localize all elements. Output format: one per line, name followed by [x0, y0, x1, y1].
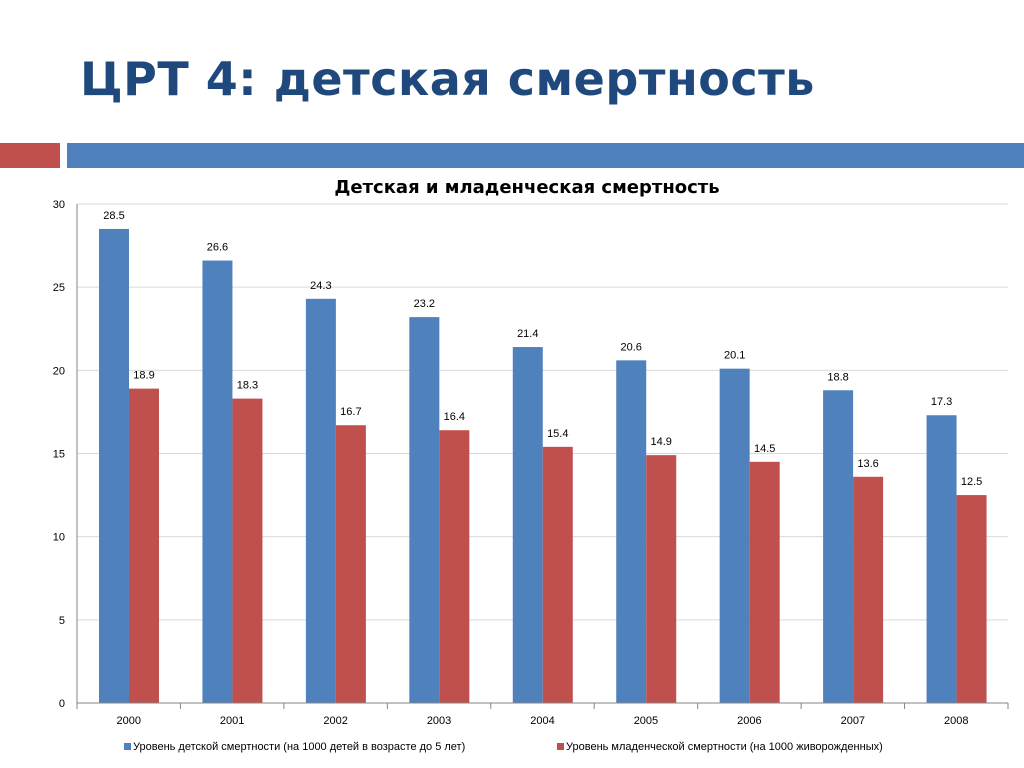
data-label: 16.7 [340, 406, 361, 418]
y-tick-label: 25 [53, 282, 65, 294]
bar-child [305, 298, 336, 703]
bar-infant [646, 455, 677, 703]
bar-child [409, 317, 440, 703]
legend-label: Уровень детской смертности (на 1000 дете… [133, 741, 465, 753]
bar-infant [439, 430, 470, 703]
bar-infant [956, 495, 987, 703]
bar-child [512, 347, 543, 703]
data-label: 18.9 [133, 370, 154, 382]
data-label: 13.6 [857, 458, 878, 470]
bar-infant [749, 461, 780, 703]
bar-child [926, 415, 957, 703]
x-tick-label: 2007 [841, 715, 865, 727]
accent-bar-red [0, 143, 60, 168]
data-label: 20.1 [724, 350, 745, 362]
bar-child [202, 260, 233, 703]
data-label: 18.8 [827, 371, 848, 383]
bar-child [719, 368, 750, 703]
x-tick-label: 2005 [634, 715, 658, 727]
y-tick-label: 30 [53, 199, 65, 211]
data-label: 14.9 [651, 436, 672, 448]
x-tick-label: 2001 [220, 715, 244, 727]
x-tick-label: 2006 [737, 715, 761, 727]
data-label: 16.4 [444, 411, 465, 423]
y-tick-label: 20 [53, 365, 65, 377]
y-tick-label: 10 [53, 532, 65, 544]
x-tick-label: 2003 [427, 715, 451, 727]
bar-child [616, 360, 647, 703]
bar-child [99, 228, 129, 703]
data-label: 28.5 [103, 210, 124, 222]
data-label: 14.5 [754, 443, 775, 455]
bar-chart: Детская и младенческая смертность 28.5 18… [53, 177, 1009, 753]
x-tick-label: 2000 [116, 715, 140, 727]
bar-infant [232, 398, 263, 703]
data-label: 15.4 [547, 428, 568, 440]
data-label: 17.3 [931, 396, 952, 408]
y-tick-label: 5 [59, 615, 65, 627]
data-label: 12.5 [961, 476, 982, 488]
y-tick-label: 15 [53, 449, 65, 461]
bar-infant [335, 425, 366, 703]
data-label: 23.2 [414, 298, 435, 310]
x-tick-label: 2004 [530, 715, 554, 727]
bar-infant [129, 388, 159, 703]
legend-label: Уровень младенческой смертности (на 1000… [566, 741, 883, 753]
data-label: 24.3 [310, 280, 331, 292]
data-label: 21.4 [517, 328, 538, 340]
accent-bar-blue [67, 143, 1024, 168]
data-label: 18.3 [237, 380, 258, 392]
x-tick-label: 2002 [323, 715, 347, 727]
bar-infant [853, 476, 884, 703]
y-tick-label: 0 [59, 698, 65, 710]
legend-swatch [124, 743, 131, 750]
chart-title: Детская и младенческая смертность [334, 177, 719, 198]
data-label: 26.6 [207, 242, 228, 254]
x-tick-label: 2008 [944, 715, 968, 727]
slide-title: ЦРТ 4: детская смертность [80, 52, 815, 106]
bar-infant [542, 446, 573, 703]
data-label: 20.6 [621, 341, 642, 353]
legend-swatch [557, 743, 564, 750]
bar-child [823, 390, 854, 703]
